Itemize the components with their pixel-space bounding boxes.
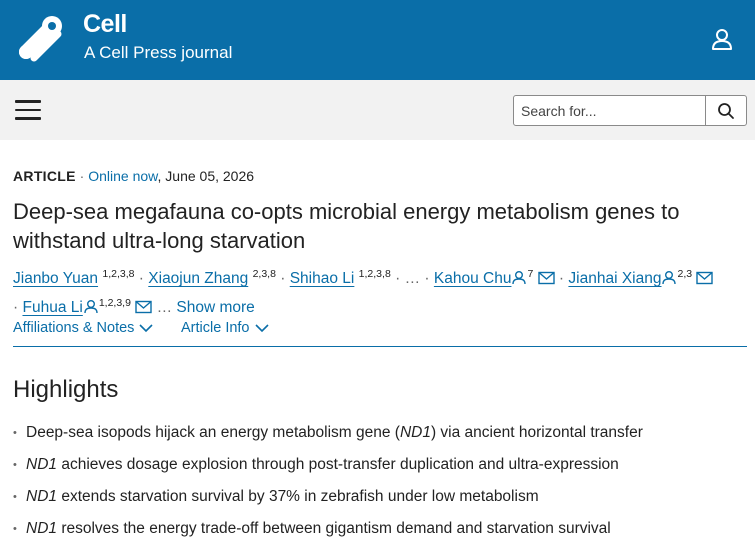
author-affiliation: 1,2,3,9 [98,297,131,310]
email-icon[interactable] [537,271,555,285]
author-affiliation: 2,3 [677,268,693,280]
tabs-divider [13,346,747,347]
author-affiliation: 1,2,3,8 [102,268,135,280]
author-name[interactable]: Kahou Chu [433,270,512,288]
tab-article-info[interactable]: Article Info [181,320,270,336]
nav-bar [0,80,755,140]
author-name[interactable]: Xiaojun Zhang [148,270,249,288]
highlight-item: ND1 extends starvation survival by 37% i… [13,487,748,519]
email-icon[interactable] [696,271,714,285]
cell-press-logo[interactable] [12,14,68,66]
author-profile-icon[interactable] [661,270,677,285]
author-list: Jianbo Yuan 1,2,3,8 · Xiaojun Zhang 2,3,… [13,262,748,320]
meta-separator: · [79,168,85,184]
author-ellipsis: … [404,270,421,288]
search-box [513,95,747,126]
highlight-item: ND1 resolves the energy trade-off betwee… [13,519,748,551]
tab-label: Affiliations & Notes [13,320,135,336]
author-name[interactable]: Jianbo Yuan [13,270,99,288]
site-header: Cell A Cell Press journal [0,0,755,80]
author-name[interactable]: Fuhua Li [22,299,83,317]
author-name[interactable]: Shihao Li [289,270,355,288]
article-meta: ARTICLE · Online now, June 05, 2026 [13,168,254,184]
author-separator: · [138,270,144,288]
tab-label: Article Info [181,320,250,336]
author-separator: · [558,270,565,288]
author-affiliation: 1,2,3,8 [358,268,391,280]
journal-name[interactable]: Cell [83,10,127,38]
highlights-heading: Highlights [13,376,119,403]
publication-date: , June 05, 2026 [157,168,255,184]
author-affiliation: 7 [527,268,534,280]
author-profile-icon[interactable] [511,270,527,285]
highlight-item: ND1 achieves dosage explosion through po… [13,455,748,487]
author-separator: · [280,270,286,288]
user-icon[interactable] [709,26,735,52]
article-type: ARTICLE [13,168,76,184]
author-separator: · [13,299,19,317]
author-name[interactable]: Jianhai Xiang [568,270,662,288]
show-more-authors-link[interactable]: Show more [176,299,255,317]
article-title: Deep-sea megafauna co-opts microbial ene… [13,199,680,253]
highlight-item: Deep-sea isopods hijack an energy metabo… [13,423,748,455]
chevron-down-icon [139,324,154,333]
online-status[interactable]: Online now [88,168,158,184]
highlights-list: Deep-sea isopods hijack an energy metabo… [13,423,748,551]
search-button[interactable] [705,96,746,125]
author-profile-icon[interactable] [83,299,99,314]
author-affiliation: 2,3,8 [252,268,276,280]
journal-subtitle: A Cell Press journal [84,43,233,62]
hamburger-menu-icon[interactable] [15,100,41,120]
chevron-down-icon [254,324,269,333]
author-separator: · [395,270,401,288]
tab-affiliations-notes[interactable]: Affiliations & Notes [13,320,154,336]
author-ellipsis: … [156,299,173,317]
email-icon[interactable] [135,300,152,314]
search-icon [718,102,734,119]
search-input[interactable] [514,96,704,125]
author-separator: · [424,270,430,288]
